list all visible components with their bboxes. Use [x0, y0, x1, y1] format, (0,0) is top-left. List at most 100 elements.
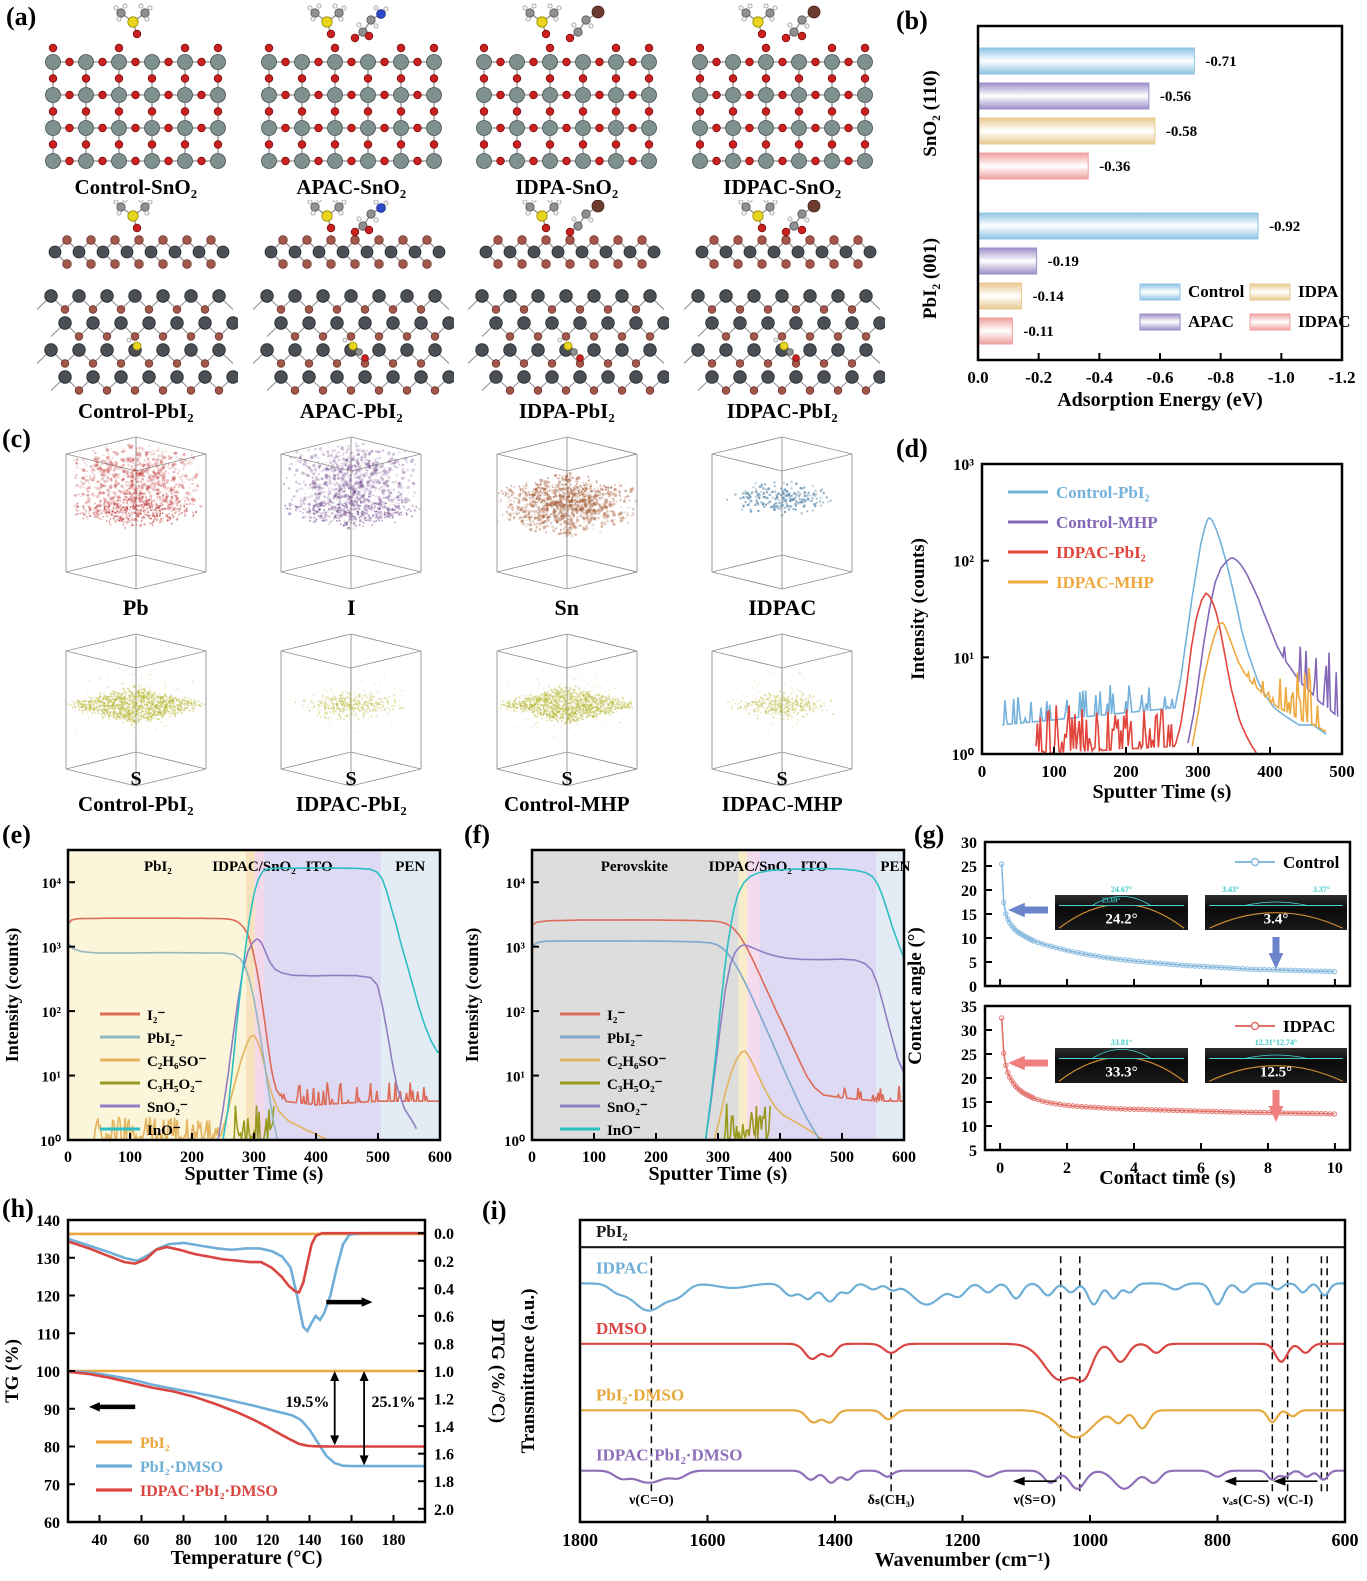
region-label: IDPAC/SnO₂ — [709, 859, 793, 875]
series-C₃H₅O₂⁻ — [723, 1103, 771, 1142]
panel-d-plot: 0 100 200 300 400 50010⁰10¹10²10³Control-PbI₂… — [908, 457, 1355, 803]
map-caption: Control-PbI₂ — [77, 791, 194, 816]
panel-c-element-maps: Pb I Sn IDPAC S Control-PbI₂ S IDPAC-PbI₂ S Contr… — [28, 428, 890, 820]
element-s-label: S — [561, 768, 572, 790]
bar-APAC — [978, 82, 1150, 110]
structure-cell: APAC-PbI₂ — [244, 200, 460, 424]
series-PbI₂⁻ — [531, 940, 821, 1141]
structure-cell: IDPAC-SnO₂ — [675, 0, 891, 200]
region-label: ITO — [800, 859, 827, 875]
contact-angle-inset: 24.2° 24.67° 23.69° — [1055, 885, 1188, 930]
series-SnO₂⁻ — [704, 944, 905, 1141]
map-caption: IDPAC — [748, 595, 817, 620]
contact-angle-value: 33.3° — [1105, 1065, 1137, 1081]
x-tick-label: -1.2 — [1329, 368, 1356, 387]
left-axis-title: TG (%) — [2, 1339, 23, 1403]
arrow — [326, 1297, 373, 1307]
element-s-label: S — [346, 768, 357, 790]
panel-b-plot: -0.71 -0.56 -0.58 -0.36 SnO₂ (110) -0.92 -0.19… — [920, 24, 1356, 411]
bar-Control — [978, 47, 1195, 75]
subplot-Control: 24.2°24.67°23.69°3.4°3.43° 3.37°051015202… — [961, 835, 1352, 996]
legend-item-PbI₂⁻: PbI₂⁻ — [100, 1031, 183, 1047]
mode-label: νₐₛ(C-S) — [1222, 1493, 1271, 1508]
fit-angle-label: 23.69° — [1102, 897, 1121, 905]
sno2-lattice — [691, 3, 873, 169]
legend-item-SnO₂⁻: SnO₂⁻ — [100, 1100, 188, 1116]
pbi2-lattice — [683, 200, 885, 395]
x-axis-title: Sputter Time (s) — [185, 1163, 324, 1185]
element-s-label: S — [130, 768, 141, 790]
axis-box — [980, 462, 1344, 756]
y-axis-title: Intensity (counts) — [908, 538, 929, 680]
legend-item-IDPAC-PbI₂: IDPAC-PbI₂ — [1008, 543, 1146, 562]
x-tick-label: -0.6 — [1147, 368, 1174, 387]
spectrum-label: IDPAC — [596, 1258, 649, 1277]
fit-angle-label: 12.31°12.74° — [1255, 1038, 1297, 1047]
legend-item-I₂⁻: I₂⁻ — [100, 1008, 165, 1024]
map-caption: Sn — [554, 595, 579, 620]
bar-value-label: -0.92 — [1269, 219, 1300, 235]
region-label: IDPAC/SnO₂ — [212, 859, 296, 875]
panel-b-label: (b) — [896, 6, 928, 35]
legend-item-Control: Control — [1235, 853, 1340, 872]
panel-i-label: (i) — [482, 1196, 507, 1225]
structure-cell: IDPA-PbI₂ — [459, 200, 675, 424]
sno2-lattice — [476, 3, 658, 169]
legend-item-PbI₂·DMSO: PbI₂·DMSO — [96, 1459, 223, 1476]
element-map-cell: Sn — [459, 428, 675, 625]
element-map-cell: S IDPAC-MHP — [675, 625, 891, 820]
svg-text:IDPA: IDPA — [1298, 282, 1339, 301]
panel-i-plot: PbI₂ IDPAC DMSO PbI₂·DMSO IDPAC·PbI₂·DMSO ν(C… — [562, 1218, 1359, 1550]
x-axis-title: Adsorption Energy (eV) — [1057, 389, 1263, 411]
apt-box: S — [280, 633, 422, 790]
legend-item-IDPAC-MHP: IDPAC-MHP — [1008, 573, 1154, 592]
arrow — [1008, 1055, 1048, 1071]
spectrum-label: PbI₂ — [596, 1222, 628, 1241]
map-caption: IDPAC-MHP — [721, 791, 843, 816]
dtg-series-IDPAC·PbI₂·DMSO — [67, 1231, 425, 1295]
tg-series-PbI₂·DMSO — [67, 1369, 425, 1468]
x-tick-label: -1.0 — [1268, 368, 1295, 387]
mode-label: ν(C=O) — [628, 1493, 674, 1508]
panel-a-dft-structures: Control-SnO₂ APAC-SnO₂ IDPA-SnO₂ IDPAC-SnO₂… — [28, 0, 890, 424]
structure-cell: Control-PbI₂ — [28, 200, 244, 424]
panel-f-label: (f) — [464, 820, 490, 849]
x-tick-label: -0.4 — [1086, 368, 1113, 387]
bar-value-label: -0.56 — [1160, 89, 1192, 105]
legend-item-C₂H₆SO⁻: C₂H₆SO⁻ — [560, 1054, 667, 1070]
element-map-cell: Pb — [28, 428, 244, 625]
axis-box — [578, 1218, 1347, 1524]
apt-box — [280, 436, 422, 590]
bar-IDPAC — [978, 152, 1089, 180]
legend-item-InO⁻: InO⁻ — [560, 1123, 641, 1139]
structure-caption: IDPAC-PbI₂ — [726, 399, 838, 423]
legend-item-PbI₂: PbI₂ — [96, 1435, 170, 1452]
panel-g-contact-angle-chart: 24.2°24.67°23.69°3.4°3.43° 3.37°051015202… — [905, 835, 1352, 1189]
x-axis-title: Sputter Time (s) — [1093, 781, 1232, 803]
bar-IDPAC — [978, 317, 1013, 345]
legend-item-Control-PbI₂: Control-PbI₂ — [1008, 483, 1150, 502]
panel-c-label: (c) — [2, 424, 31, 453]
x-axis-title: Sputter Time (s) — [649, 1163, 788, 1185]
apt-box — [496, 436, 638, 590]
panel-b-adsorption-energy-chart: -0.71 -0.56 -0.58 -0.36 SnO₂ (110) -0.92 -0.19… — [920, 24, 1356, 411]
y-axis-title: Intensity (counts) — [2, 928, 23, 1063]
bar-IDPA — [978, 117, 1156, 145]
bar-value-label: -0.11 — [1023, 324, 1053, 340]
element-map-cell: S Control-PbI₂ — [28, 625, 244, 820]
legend-item-C₂H₆SO⁻: C₂H₆SO⁻ — [100, 1054, 207, 1070]
fit-angle-label: 3.37° — [1313, 885, 1330, 894]
legend-item-IDPA: IDPA — [1249, 282, 1339, 301]
apt-box — [711, 436, 853, 590]
pbi2-lattice — [467, 200, 670, 395]
series-Control-PbI₂ — [1002, 516, 1327, 735]
x-axis-title: Contact time (s) — [1099, 1167, 1236, 1189]
bar-value-label: -0.36 — [1099, 159, 1131, 175]
spectrum-IDPAC·PbI₂·DMSO — [580, 1469, 1345, 1490]
axis-box — [976, 24, 1344, 362]
structure-caption: IDPAC-SnO₂ — [723, 175, 842, 199]
panel-h-plot: 40 60 80 100 120 140 160 1806070809010011012013… — [36, 1213, 454, 1549]
svg-text:APAC: APAC — [1188, 312, 1234, 331]
svg-text:IDPAC: IDPAC — [1298, 312, 1351, 331]
y-axis-title: Intensity (counts) — [462, 928, 483, 1063]
